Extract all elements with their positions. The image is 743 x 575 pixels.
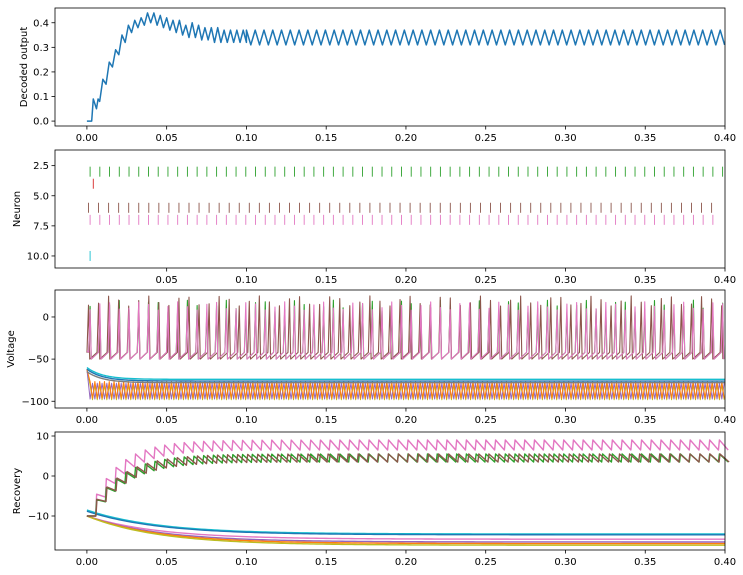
decoded-output-ticks: 0.00 0.05 0.10 0.15 0.20 0.25 0.30 0.35 0.40 0.0 0…: [33, 18, 736, 144]
recovery-decay-line: [86, 515, 725, 543]
recovery-rising-line: [86, 439, 729, 517]
x-tick-label: 0.10: [235, 415, 257, 426]
decoded-output-line: [86, 12, 726, 122]
x-tick-label: 0.20: [395, 415, 417, 426]
neuron-raster-panel: 0.05 0.10 0.15 0.20 0.25 0.30 0.35 0.40 2.5 5.0 7.…: [12, 149, 736, 286]
recovery-ticks: 0.00 0.05 0.10 0.15 0.20 0.25 0.30 0.35 0.40 10 0 −…: [28, 432, 736, 569]
voltage-settling-line: [86, 368, 725, 382]
y-tick-label: 10: [36, 432, 49, 443]
x-tick-label: 0.15: [315, 415, 337, 426]
x-tick-label: 0.30: [554, 557, 576, 568]
recovery-decay-line: [86, 509, 725, 535]
recovery-rising-line: [86, 453, 730, 517]
decoded-output-ylabel: Decoded output: [19, 27, 30, 108]
voltage-axes-frame: [54, 289, 726, 409]
x-tick-label: 0.30: [554, 415, 576, 426]
x-tick-label: 0.15: [315, 275, 337, 286]
y-tick-label: 0: [43, 472, 49, 483]
recovery-panel: 0.00 0.05 0.10 0.15 0.20 0.25 0.30 0.35 0.40 10 0 −…: [12, 432, 736, 569]
x-tick-label: 0.25: [475, 415, 497, 426]
x-tick-label: 0.05: [156, 133, 178, 144]
decoded-output-marks: [86, 12, 726, 122]
neuron-raster-ticks: 0.05 0.10 0.15 0.20 0.25 0.30 0.35 0.40 2.5 5.0 7.…: [27, 161, 736, 286]
y-tick-label: −100: [22, 397, 49, 408]
recovery-decay-line: [86, 515, 725, 546]
x-tick-label: 0.20: [395, 275, 417, 286]
recovery-marks: [86, 439, 730, 546]
x-tick-label: 0.05: [156, 557, 178, 568]
neuron-raster-marks: [88, 166, 724, 261]
recovery-decay-line: [86, 515, 725, 545]
x-tick-label: 0.35: [634, 557, 656, 568]
voltage-settling-line: [86, 371, 725, 384]
x-tick-label: 0.35: [634, 415, 656, 426]
voltage-settling-line: [86, 366, 725, 381]
x-tick-label: 0.20: [395, 557, 417, 568]
x-tick-label: 0.30: [554, 133, 576, 144]
decoded-output-axes-frame: [54, 7, 726, 127]
x-tick-label: 0.25: [475, 557, 497, 568]
x-tick-label: 0.35: [634, 133, 656, 144]
y-tick-label: 0.3: [33, 43, 49, 54]
recovery-decay-line: [86, 510, 725, 536]
x-tick-label: 0.10: [235, 557, 257, 568]
y-tick-label: 10.0: [27, 251, 49, 262]
voltage-oscillation-line: [86, 369, 725, 400]
y-tick-label: −10: [28, 512, 49, 523]
voltage-ticks: 0.00 0.05 0.10 0.15 0.20 0.25 0.30 0.35 0.40 0 −50…: [22, 312, 737, 426]
x-tick-label: 0.25: [475, 275, 497, 286]
y-tick-label: 0.0: [33, 117, 49, 128]
y-tick-label: 7.5: [33, 221, 49, 232]
y-tick-label: 0: [43, 312, 49, 323]
voltage-ylabel: Voltage: [6, 330, 17, 368]
voltage-marks: [86, 295, 725, 401]
y-tick-label: 2.5: [33, 161, 49, 172]
voltage-panel: 0.00 0.05 0.10 0.15 0.20 0.25 0.30 0.35 0.40 0 −50…: [6, 289, 737, 426]
voltage-spiking-line: [86, 301, 725, 360]
x-tick-label: 0.40: [714, 415, 736, 426]
x-tick-label: 0.25: [475, 133, 497, 144]
x-tick-label: 0.00: [76, 133, 98, 144]
recovery-decay-line: [86, 515, 725, 540]
x-tick-label: 0.40: [714, 275, 736, 286]
x-tick-label: 0.05: [156, 415, 178, 426]
x-tick-label: 0.20: [395, 133, 417, 144]
x-tick-label: 0.35: [634, 275, 656, 286]
x-tick-label: 0.40: [714, 133, 736, 144]
neuron-raster-ylabel: Neuron: [12, 191, 23, 227]
voltage-spiking-line: [86, 295, 724, 360]
x-tick-label: 0.00: [76, 557, 98, 568]
neuron-raster-axes-frame: [54, 149, 726, 269]
x-tick-label: 0.10: [235, 275, 257, 286]
recovery-ylabel: Recovery: [12, 468, 23, 514]
y-tick-label: −50: [28, 355, 49, 366]
decoded-output-panel: 0.00 0.05 0.10 0.15 0.20 0.25 0.30 0.35 0.40 0.0 0…: [19, 7, 736, 144]
y-tick-label: 0.2: [33, 67, 49, 78]
recovery-axes-frame: [54, 431, 726, 551]
y-tick-label: 5.0: [33, 191, 49, 202]
x-tick-label: 0.15: [315, 133, 337, 144]
x-tick-label: 0.30: [554, 275, 576, 286]
y-tick-label: 0.4: [33, 18, 49, 29]
x-tick-label: 0.05: [156, 275, 178, 286]
x-tick-label: 0.10: [235, 133, 257, 144]
x-tick-label: 0.40: [714, 557, 736, 568]
y-tick-label: 0.1: [33, 92, 49, 103]
x-tick-label: 0.00: [76, 415, 98, 426]
x-tick-label: 0.15: [315, 557, 337, 568]
